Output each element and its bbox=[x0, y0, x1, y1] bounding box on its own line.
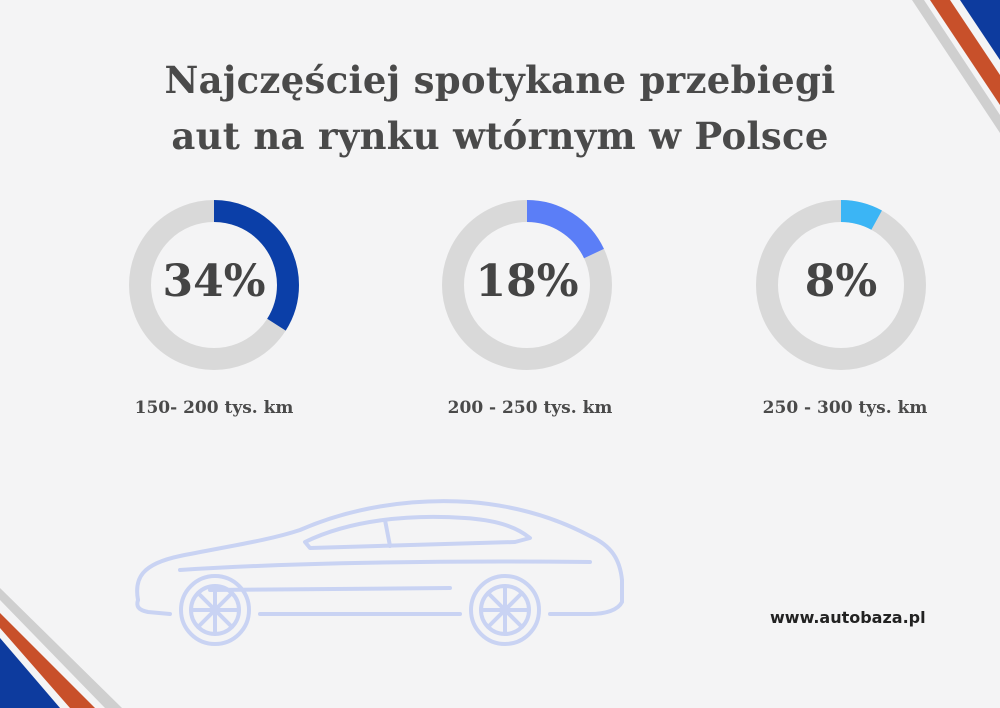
donut-arc bbox=[442, 200, 612, 370]
car-outline-illustration bbox=[135, 499, 624, 646]
title-line-1: Najczęściej spotykane przebiegi bbox=[164, 58, 836, 102]
title-line-2: aut na rynku wtórnym w Polsce bbox=[171, 114, 829, 158]
page-title: Najczęściej spotykane przebiegi aut na r… bbox=[0, 52, 1000, 164]
website-url: www.autobaza.pl bbox=[770, 608, 926, 627]
donut-chart-3: 8% bbox=[746, 190, 936, 380]
donut-ring-3 bbox=[756, 200, 926, 370]
donut-value-3: 8% bbox=[804, 256, 878, 307]
donut-value-1: 34% bbox=[162, 256, 266, 307]
corner-stripes-bottom-left bbox=[0, 588, 122, 708]
category-label-1: 150- 200 tys. km bbox=[134, 398, 294, 418]
category-label-2: 200 - 250 tys. km bbox=[447, 398, 613, 418]
category-label-3: 250 - 300 tys. km bbox=[762, 398, 928, 418]
donut-arc bbox=[756, 200, 926, 370]
corner-stripes-top-right bbox=[912, 0, 1000, 133]
donut-chart-1: 34% bbox=[119, 190, 309, 380]
donut-value-2: 18% bbox=[475, 256, 579, 307]
donut-ring-2 bbox=[442, 200, 612, 370]
donut-arc bbox=[129, 200, 299, 370]
donut-ring-1 bbox=[129, 200, 299, 370]
donut-chart-2: 18% bbox=[432, 190, 622, 380]
